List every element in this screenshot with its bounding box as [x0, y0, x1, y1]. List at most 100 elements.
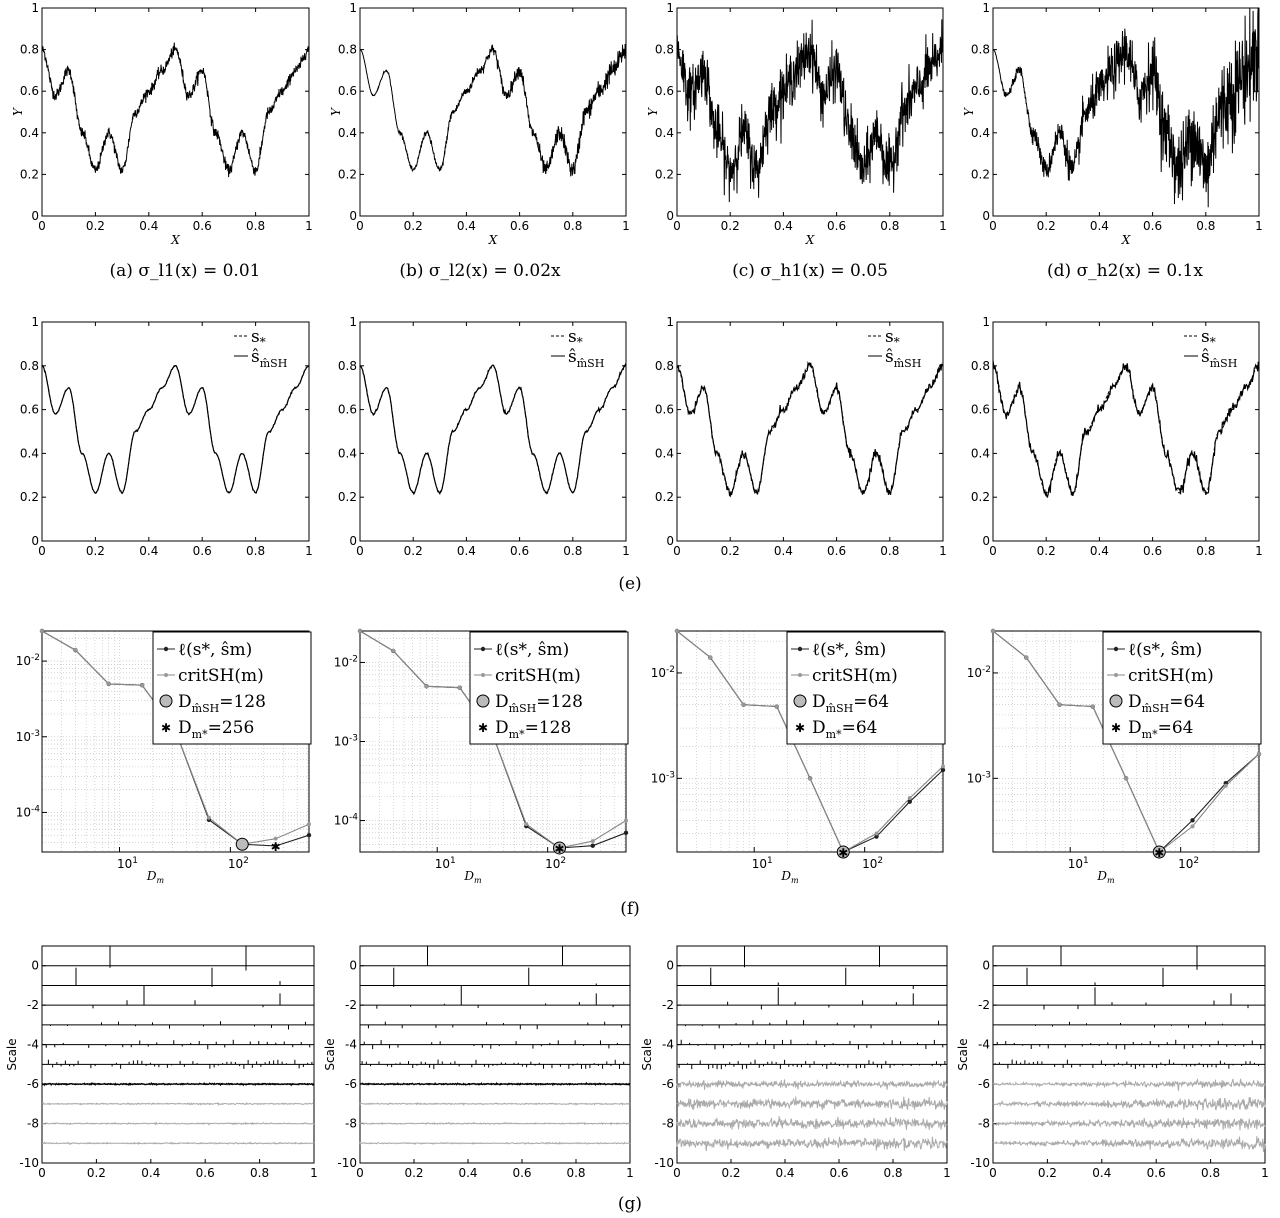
x-tick-label: 0	[38, 544, 46, 558]
crit-point	[991, 629, 995, 633]
legend-loss-dot	[163, 646, 169, 652]
y-tick-label: 10-4	[334, 813, 359, 828]
y-tick-label: 0	[31, 534, 39, 548]
x-tick-label: 0.2	[1037, 219, 1056, 233]
legend-estimator-label: ŝm̂SH	[885, 347, 921, 370]
axes-frame	[359, 321, 627, 542]
crit-point	[424, 684, 429, 689]
x-tick-label: 0.6	[510, 544, 529, 558]
x-tick-label: 0.2	[721, 1166, 740, 1180]
x-tick-label: 1	[1255, 219, 1263, 233]
selected-model-marker	[1152, 845, 1166, 859]
x-tick-label: 102	[228, 856, 249, 871]
y-tick-label: -8	[345, 1117, 357, 1131]
caption-c: (c) σ_h1(x) = 0.05	[732, 261, 888, 281]
x-tick-label: 0.2	[1038, 1166, 1057, 1180]
legend-loss-dot	[797, 646, 803, 652]
y-tick-label: 0	[349, 534, 357, 548]
axes-frame	[41, 945, 315, 1164]
y-tick-label: -10	[654, 1156, 674, 1170]
y-tick-label: 0	[31, 959, 39, 973]
legend-true-label: s*	[885, 327, 900, 349]
crit-point	[1090, 704, 1095, 709]
legend-crit-label: critSH(m)	[495, 666, 581, 686]
y-axis-label: Y	[329, 107, 343, 116]
x-tick-label: 1	[939, 219, 947, 233]
crit-point	[391, 648, 396, 653]
y-axis-label: Scale	[323, 1038, 337, 1070]
y-tick-label: 0	[349, 209, 357, 223]
crit-point	[708, 655, 713, 660]
y-tick-label: 0.6	[20, 403, 39, 417]
x-tick-label: 0.8	[563, 219, 582, 233]
legend-oracle-marker: ✱	[1111, 721, 1121, 735]
x-tick-label: 0.2	[404, 1166, 423, 1180]
selected-model-marker	[836, 845, 850, 859]
x-tick-label: 0.8	[880, 219, 899, 233]
crit-point	[1257, 752, 1261, 757]
y-tick-label: 0	[666, 209, 674, 223]
y-tick-label: 0.8	[20, 43, 39, 57]
x-tick-label: 0	[989, 219, 997, 233]
x-tick-label: 101	[435, 856, 456, 871]
panel-d: 0 0.2 0.4 0.6 0.8 1 0 0.2 0.4 0.6 0.8 1 X Y	[962, 1, 1263, 247]
panel-f-1: Dm ✱ ℓ(s*, ŝm) critSH(m) Dm̂SH=128 ✱ Dm*=256	[39, 628, 312, 885]
x-tick-label: 0.2	[87, 1166, 106, 1180]
x-tick-label: 101	[117, 856, 138, 871]
y-tick-label: 0.4	[20, 126, 39, 140]
x-tick-label: 0.6	[193, 219, 212, 233]
x-tick-label: 0	[356, 544, 364, 558]
crit-point	[40, 629, 44, 633]
y-tick-label: 0.4	[338, 126, 357, 140]
y-tick-label: -2	[978, 998, 990, 1012]
y-axis-label: Scale	[956, 1038, 970, 1070]
y-tick-label: 0	[982, 534, 990, 548]
y-tick-label: 0.2	[971, 490, 990, 504]
x-axis-label: X	[1121, 233, 1131, 247]
y-tick-label: -8	[662, 1117, 674, 1131]
y-tick-label: 0	[349, 959, 357, 973]
crit-point	[307, 822, 311, 827]
x-tick-label: 0.6	[829, 1166, 848, 1180]
y-tick-label: 1	[31, 315, 39, 329]
y-tick-label: 0.2	[655, 490, 674, 504]
x-tick-label: 1	[305, 544, 313, 558]
panel-c: 0 0.2 0.4 0.6 0.8 1 0 0.2 0.4 0.6 0.8 1 X Y	[646, 1, 947, 247]
panel-g-3: 0 0.2 0.4 0.6 0.8 1 -10 -8 -6 -4 -2 0 Scale	[640, 945, 951, 1180]
legend-oracle-marker: ✱	[478, 721, 488, 735]
legend-box	[152, 631, 312, 745]
y-tick-label: -4	[345, 1038, 357, 1052]
x-tick-label: 0.8	[1201, 1166, 1220, 1180]
x-tick-label: 0.8	[566, 1166, 585, 1180]
axes-frame	[992, 321, 1260, 542]
x-tick-label: 0.4	[1090, 219, 1109, 233]
y-tick-label: 0.2	[338, 490, 357, 504]
y-tick-label: 0.8	[971, 43, 990, 57]
x-tick-label: 0.4	[457, 219, 476, 233]
x-tick-label: 0.8	[246, 219, 265, 233]
thresholded-coefficients	[992, 1136, 1266, 1153]
thresholded-coefficients	[676, 1116, 948, 1131]
y-tick-label: -6	[978, 1077, 990, 1091]
caption-d: (d) σ_h2(x) = 0.1x	[1047, 261, 1203, 281]
true-function-line	[992, 365, 1260, 494]
y-tick-label: 0.6	[338, 84, 357, 98]
axes-frame	[676, 945, 948, 1164]
x-tick-label: 0.8	[250, 1166, 269, 1180]
legend-crit-dot	[1114, 673, 1118, 677]
x-tick-label: 0.8	[1196, 544, 1215, 558]
x-axis-label: Dm	[463, 869, 482, 885]
y-tick-label: 10-3	[967, 770, 991, 785]
x-tick-label: 0.2	[404, 544, 423, 558]
legend-loss-label: ℓ(s*, ŝm)	[812, 640, 886, 660]
y-tick-label: 0.8	[338, 43, 357, 57]
y-tick-label: 1	[31, 1, 39, 15]
x-tick-label: 1	[626, 1166, 634, 1180]
y-tick-label: 10-3	[334, 734, 358, 749]
legend-box	[1102, 631, 1262, 745]
x-tick-label: 0.4	[1090, 544, 1109, 558]
y-tick-label: 10-2	[16, 653, 40, 668]
legend-selected-label: Dm̂SH=128	[495, 692, 583, 715]
caption-g: (g)	[617, 1194, 643, 1214]
x-tick-label: 0.4	[774, 219, 793, 233]
